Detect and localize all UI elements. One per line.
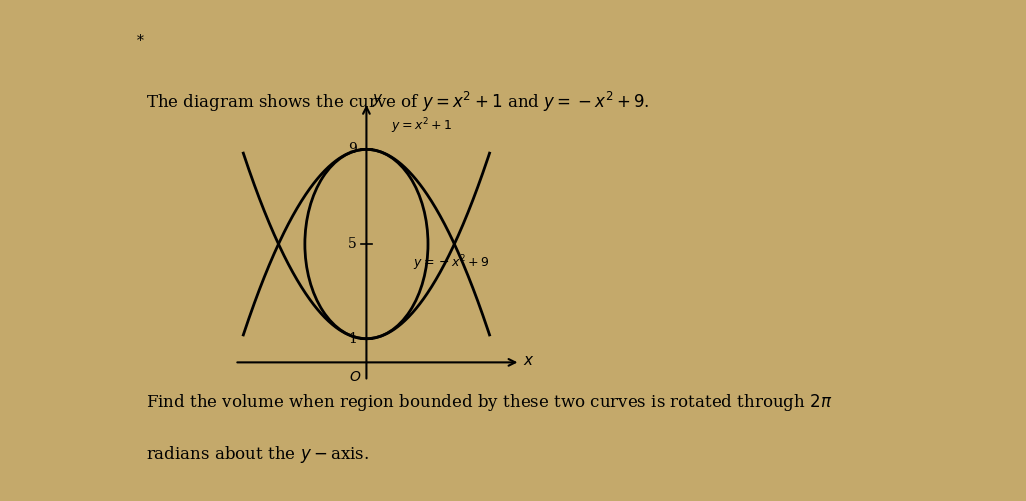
Text: The diagram shows the curve of $y=x^2+1$ and $y=-x^2+9$.: The diagram shows the curve of $y=x^2+1$… — [146, 90, 649, 115]
Text: $y=x^2+1$: $y=x^2+1$ — [391, 117, 451, 136]
Text: radians about the $y-$axis.: radians about the $y-$axis. — [146, 443, 369, 464]
Text: $O$: $O$ — [349, 370, 361, 384]
Text: 9: 9 — [348, 142, 357, 156]
Text: Find the volume when region bounded by these two curves is rotated through $2\pi: Find the volume when region bounded by t… — [146, 392, 832, 413]
Text: 5: 5 — [348, 237, 357, 251]
Text: *: * — [137, 34, 144, 48]
Text: $y$: $y$ — [371, 92, 384, 108]
Text: $x$: $x$ — [522, 354, 535, 368]
Text: 1: 1 — [348, 332, 357, 346]
Text: $y=-x^2+9$: $y=-x^2+9$ — [412, 254, 489, 274]
